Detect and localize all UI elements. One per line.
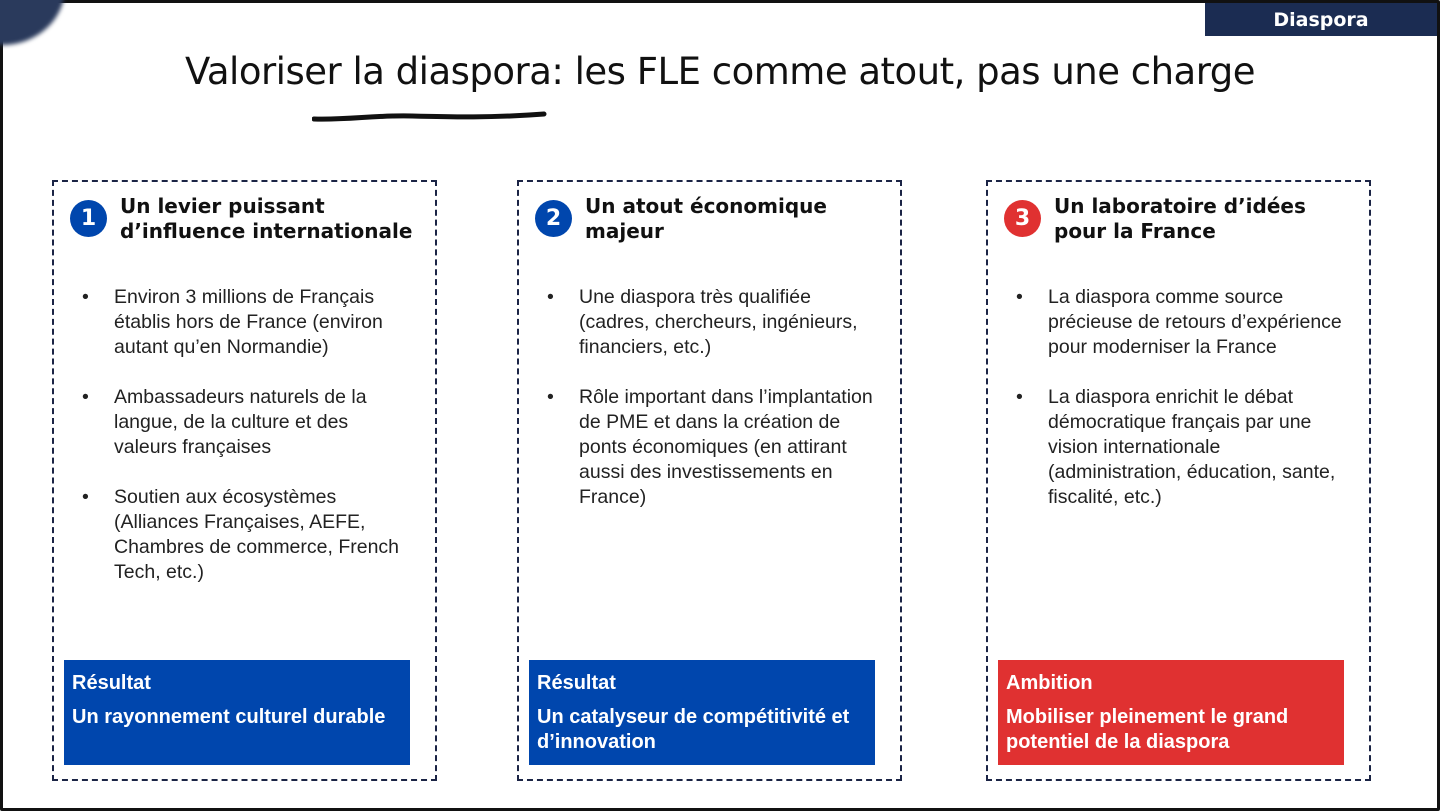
result-box: Résultat Un catalyseur de compétitivité …	[529, 660, 875, 765]
bullet-item: La diaspora comme source précieuse de re…	[1016, 285, 1348, 360]
column-influence: 1 Un levier puissant d’influence interna…	[52, 180, 437, 781]
bullet-item: La diaspora enrichit le débat démocratiq…	[1016, 385, 1348, 510]
result-label: Résultat	[72, 672, 151, 694]
number-badge: 3	[1004, 200, 1041, 237]
result-text: Un rayonnement culturel durable	[72, 706, 386, 728]
ambition-text: Mobiliser pleinement le grand potentiel …	[1006, 706, 1289, 753]
bullet-item: Une diaspora très qualifiée (cadres, che…	[547, 285, 879, 360]
bullet-item: Ambassadeurs naturels de la langue, de l…	[82, 385, 414, 460]
number-badge: 1	[70, 200, 107, 237]
bullet-item: Soutien aux écosystèmes (Alliances Franç…	[82, 485, 414, 585]
bullet-item: Rôle important dans l’implantation de PM…	[547, 385, 879, 510]
bullet-list: Environ 3 millions de Français établis h…	[82, 285, 414, 610]
bullet-item: Environ 3 millions de Français établis h…	[82, 285, 414, 360]
bullet-list: Une diaspora très qualifiée (cadres, che…	[547, 285, 879, 535]
column-heading: Un levier puissant d’influence internati…	[120, 194, 413, 243]
column-ideas: 3 Un laboratoire d’idées pour la France …	[986, 180, 1371, 781]
column-heading: Un atout économique majeur	[585, 194, 827, 243]
title-underline	[312, 111, 547, 122]
bullet-list: La diaspora comme source précieuse de re…	[1016, 285, 1348, 535]
slide-title: Valoriser la diaspora: les FLE comme ato…	[184, 50, 1256, 93]
column-economy: 2 Un atout économique majeur Une diaspor…	[517, 180, 902, 781]
column-heading: Un laboratoire d’idées pour la France	[1054, 194, 1306, 243]
result-label: Résultat	[537, 672, 616, 694]
ambition-label: Ambition	[1006, 672, 1093, 694]
result-box: Résultat Un rayonnement culturel durable	[64, 660, 410, 765]
number-badge: 2	[535, 200, 572, 237]
result-text: Un catalyseur de compétitivité et d’inno…	[537, 706, 850, 753]
section-tag: Diaspora	[1205, 3, 1437, 36]
ambition-box: Ambition Mobiliser pleinement le grand p…	[998, 660, 1344, 765]
